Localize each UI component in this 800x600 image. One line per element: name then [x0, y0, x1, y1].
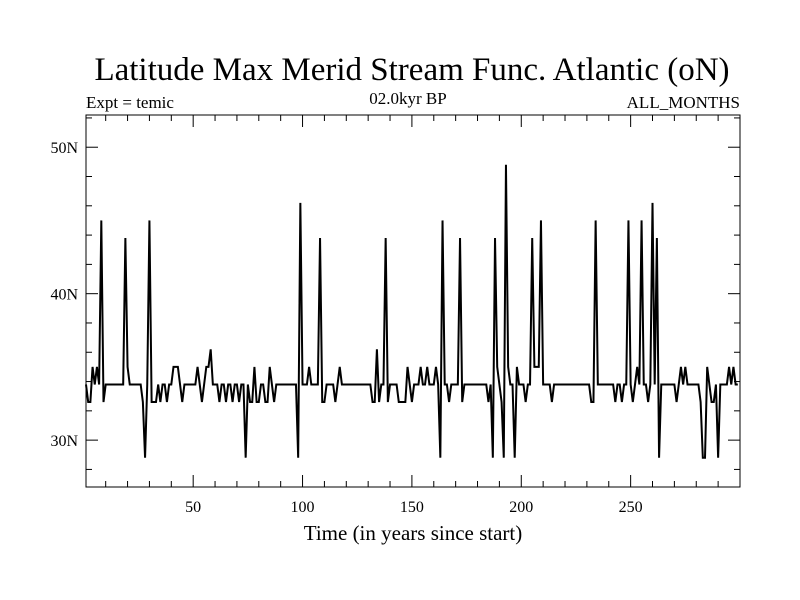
plot-frame [85, 114, 741, 488]
y-axis: 30N 40N 50N [50, 117, 740, 470]
x-tick-label: 150 [400, 499, 424, 516]
series-line [85, 164, 738, 459]
months-label: ALL_MONTHS [627, 93, 740, 112]
y-tick-label: 30N [50, 433, 78, 450]
x-tick-label: 250 [619, 499, 643, 516]
x-tick-label: 200 [509, 499, 533, 516]
experiment-label: Expt = temic [86, 93, 174, 112]
y-tick-label: 40N [50, 287, 78, 304]
x-axis-label: Time (in years since start) [304, 521, 523, 545]
period-label: 02.0kyr BP [369, 89, 446, 108]
chart-title: Latitude Max Merid Stream Func. Atlantic… [94, 52, 729, 88]
x-tick-label: 100 [291, 499, 315, 516]
x-tick-label: 50 [185, 499, 201, 516]
x-axis: 50 100 150 200 250 [105, 115, 719, 516]
y-tick-label: 50N [50, 140, 78, 157]
